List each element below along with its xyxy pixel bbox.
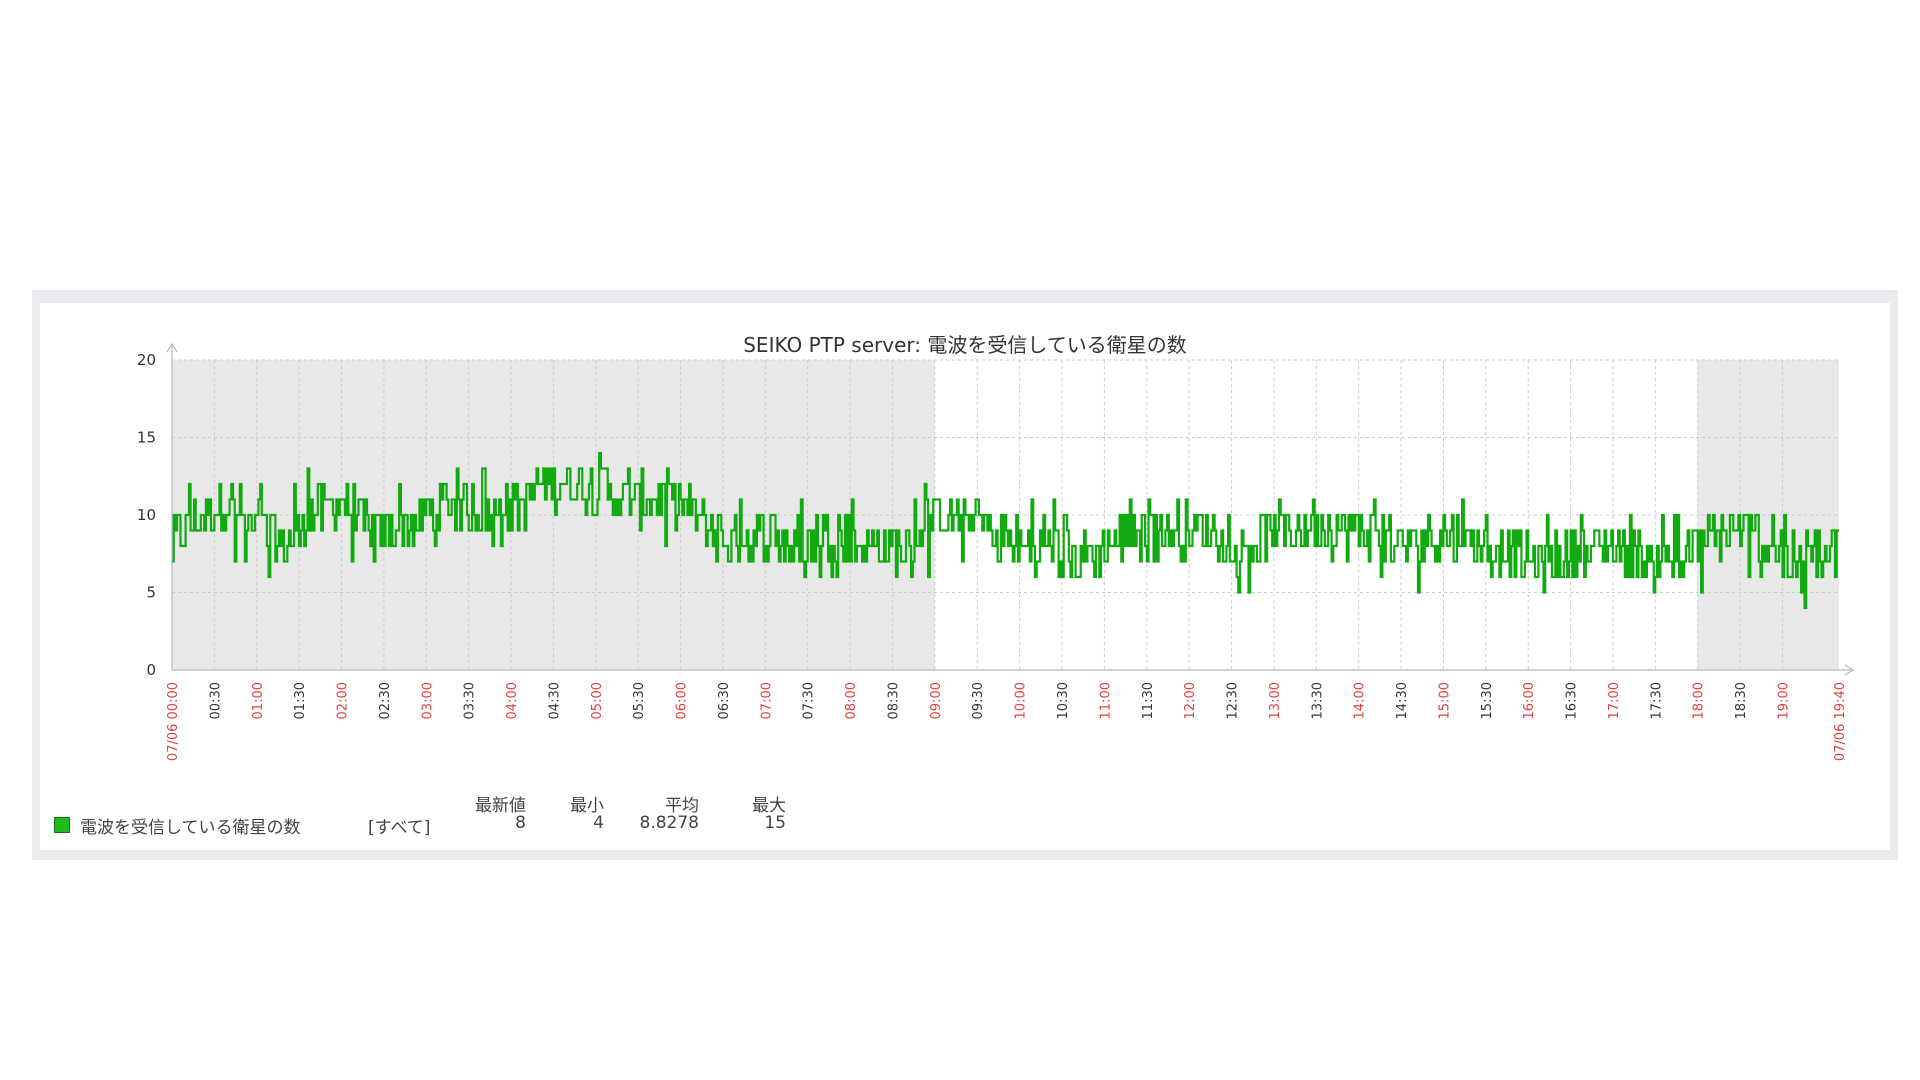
x-tick-label: 16:30 [1565,682,1580,719]
x-tick-label: 15:00 [1437,682,1452,719]
legend-header-min: 最小 [570,796,604,816]
legend: 電波を受信している衛星の数 [すべて] 最新値 最小 平均 最大 8 4 8.8… [54,783,814,843]
x-tick-label: 06:30 [717,682,732,719]
x-tick-label: 15:30 [1480,682,1495,719]
y-tick-labels: 0 5 10 15 20 [137,351,156,679]
x-tick-labels: 07/06 00:00 00:30 01:00 01:30 02:00 02:30 03:0… [166,682,1848,761]
x-tick-label: 03:00 [420,682,435,719]
x-tick-label: 04:30 [547,682,562,719]
x-tick-label: 05:30 [632,682,647,719]
x-tick-label: 13:00 [1268,682,1283,719]
legend-value-min: 4 [593,813,604,833]
graph-frame: SEIKO PTP server: 電波を受信している衛星の数 0 5 10 15 20… [32,290,1898,860]
x-tick-label: 12:00 [1183,682,1198,719]
x-tick-label: 19:00 [1776,682,1791,719]
x-tick-label: 04:00 [505,682,520,719]
chart-title: SEIKO PTP server: 電波を受信している衛星の数 [743,333,1187,357]
x-tick-label: 08:00 [844,682,859,719]
legend-value-latest: 8 [515,813,526,833]
y-tick-label: 20 [137,351,156,369]
legend-value-avg: 8.8278 [639,813,699,833]
x-tick-label: 07:30 [802,682,817,719]
x-tick-label: 14:30 [1395,682,1410,719]
line-chart: 0 5 10 15 20 07/06 00:00 00:30 01:00 01:30 02:00… [137,342,1855,761]
x-tick-label: 10:00 [1014,682,1029,719]
x-tick-label: 06:00 [675,682,690,719]
x-tick-label: 17:00 [1607,682,1622,719]
x-tick-label: 14:00 [1353,682,1368,719]
legend-scope: [すべて] [368,818,431,838]
x-tick-label: 09:00 [929,682,944,719]
x-tick-label: 01:00 [251,682,266,719]
x-tick-label-start: 07/06 00:00 [166,682,181,761]
x-tick-label: 11:00 [1098,682,1113,719]
x-tick-label: 02:30 [378,682,393,719]
x-tick-label: 01:30 [293,682,308,719]
x-tick-label: 07:00 [759,682,774,719]
y-tick-label: 10 [137,506,156,524]
x-tick-label: 12:30 [1226,682,1241,719]
x-tick-label: 03:30 [463,682,478,719]
x-tick-label: 16:00 [1522,682,1537,719]
legend-header-avg: 平均 [665,796,699,816]
legend-header-max: 最大 [752,796,786,816]
series-layer [172,451,1839,610]
y-tick-label: 15 [137,429,156,447]
legend-swatch [54,817,70,833]
x-tick-label: 10:30 [1056,682,1071,719]
x-tick-label: 17:30 [1649,682,1664,719]
x-tick-label: 02:00 [336,682,351,719]
x-tick-label: 13:30 [1310,682,1325,719]
x-tick-label: 11:30 [1141,682,1156,719]
axes [166,342,1855,676]
legend-header-latest: 最新値 [475,796,526,816]
x-tick-label-end: 07/06 19:40 [1833,682,1848,761]
x-tick-label: 18:00 [1692,682,1707,719]
legend-value-max: 15 [764,813,786,833]
series-line [172,451,1839,610]
y-tick-label: 0 [146,661,156,679]
x-tick-label: 18:30 [1734,682,1749,719]
x-tick-label: 05:00 [590,682,605,719]
legend-series-name: 電波を受信している衛星の数 [80,818,301,838]
x-tick-label: 09:30 [971,682,986,719]
x-tick-label: 00:30 [208,682,223,719]
y-tick-label: 5 [146,584,156,602]
x-axis-arrow [1844,664,1855,676]
graph-panel: SEIKO PTP server: 電波を受信している衛星の数 0 5 10 15 20… [40,303,1890,850]
x-tick-label: 08:30 [886,682,901,719]
y-axis-arrow [166,342,178,353]
